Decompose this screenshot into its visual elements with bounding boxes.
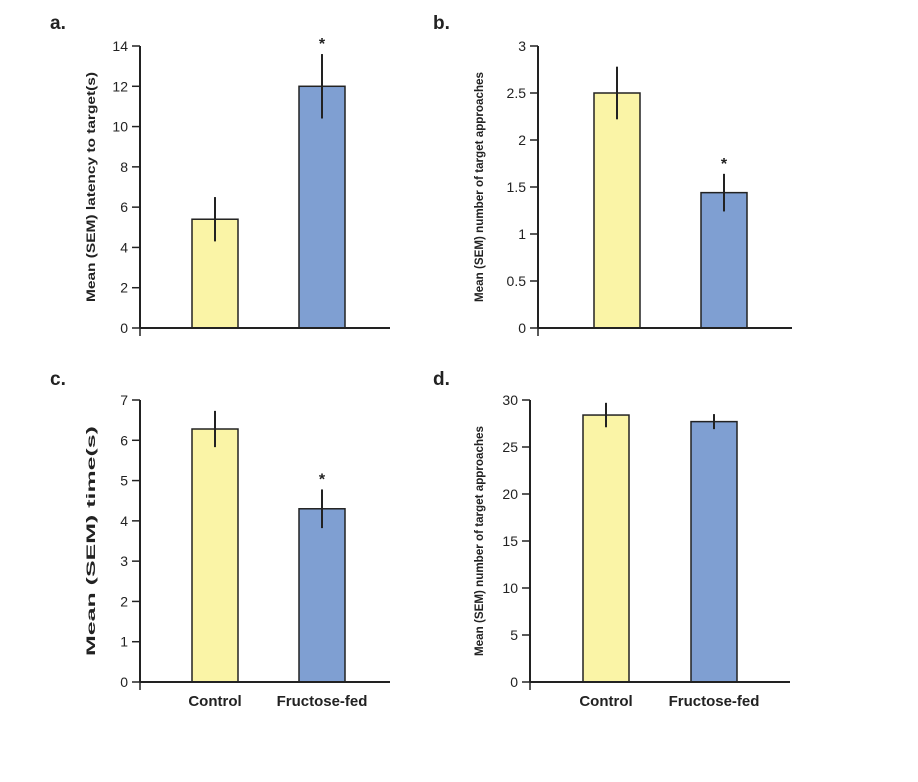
- bar-control: [582, 414, 630, 683]
- y-tick-label: 0: [518, 320, 526, 336]
- y-axis-title: Mean (SEM) number of target approaches: [472, 72, 486, 302]
- y-tick-label: 5: [510, 627, 518, 643]
- y-tick-label: 4: [120, 239, 128, 255]
- y-tick-label: 8: [120, 159, 128, 175]
- y-tick-label: 2.5: [507, 85, 527, 101]
- x-category-label: Fructose-fed: [277, 693, 368, 710]
- significance-marker: *: [319, 471, 326, 488]
- y-tick-label: 10: [112, 119, 128, 135]
- significance-marker: *: [319, 36, 326, 53]
- y-tick-label: 2: [120, 593, 128, 609]
- y-tick-label: 3: [120, 553, 128, 569]
- y-tick-label: 2: [120, 280, 128, 296]
- y-axis-title: Mean (SEM) number of target approaches: [472, 426, 486, 656]
- y-tick-label: 0: [510, 674, 518, 690]
- bar-control: [191, 428, 239, 683]
- y-tick-label: 5: [120, 473, 128, 489]
- bar-fructose-fed: [298, 508, 346, 683]
- y-tick-label: 1: [120, 634, 128, 650]
- bar-fructose-fed: [298, 85, 346, 329]
- x-category-label: Fructose-fed: [669, 693, 760, 710]
- y-tick-label: 1: [518, 226, 526, 242]
- panel-letter: b.: [433, 13, 450, 34]
- panel-letter: a.: [50, 13, 66, 34]
- y-tick-label: 0.5: [507, 273, 527, 289]
- panel-letter: d.: [433, 369, 450, 390]
- panel-letter: c.: [50, 369, 66, 390]
- y-tick-label: 25: [502, 439, 518, 455]
- bar-control: [593, 92, 641, 329]
- bar-fructose-fed: [690, 420, 738, 683]
- x-category-label: Control: [188, 693, 241, 710]
- y-tick-label: 30: [502, 392, 518, 408]
- x-category-label: Control: [579, 693, 632, 710]
- y-tick-label: 7: [120, 392, 128, 408]
- y-tick-label: 0: [120, 320, 128, 336]
- y-tick-label: 6: [120, 432, 128, 448]
- y-tick-label: 10: [502, 580, 518, 596]
- y-axis-title: Mean (SEM) latency to target(s): [84, 72, 98, 302]
- y-tick-label: 4: [120, 513, 128, 529]
- y-tick-label: 20: [502, 486, 518, 502]
- y-tick-label: 6: [120, 199, 128, 215]
- significance-marker: *: [721, 156, 728, 173]
- y-tick-label: 2: [518, 132, 526, 148]
- y-tick-label: 14: [112, 38, 128, 54]
- y-tick-label: 15: [502, 533, 518, 549]
- y-axis-title: Mean (SEM) time(s): [84, 426, 98, 656]
- y-tick-label: 0: [120, 674, 128, 690]
- y-tick-label: 3: [518, 38, 526, 54]
- y-tick-label: 12: [112, 78, 128, 94]
- y-tick-label: 1.5: [507, 179, 527, 195]
- bar-fructose-fed: [700, 191, 748, 329]
